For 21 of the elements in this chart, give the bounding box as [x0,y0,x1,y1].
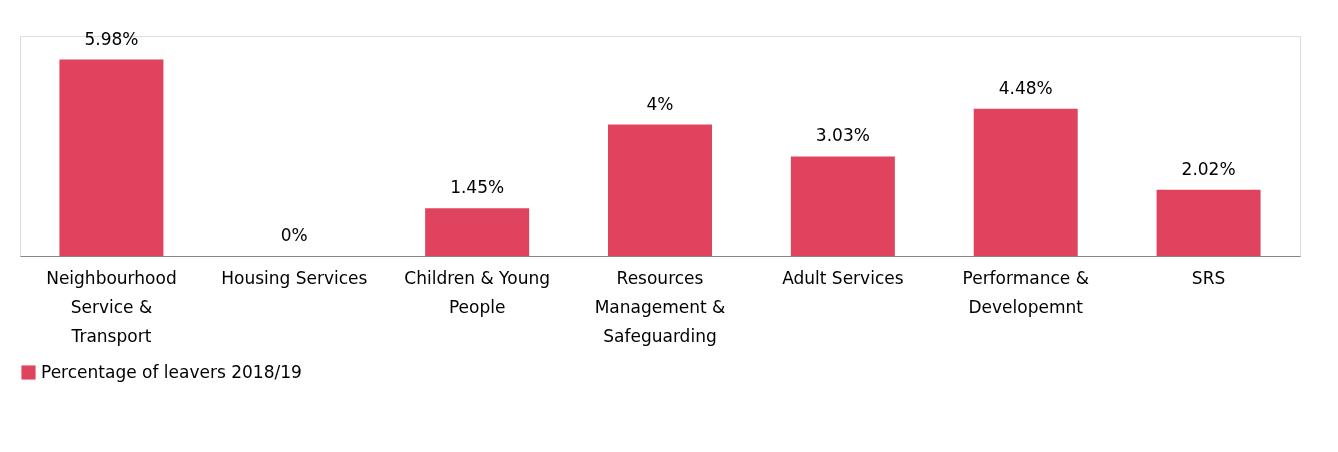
x-tick-label: SRS [1191,267,1226,288]
data-label: 4.48% [998,77,1053,98]
data-label: 5.98% [84,28,139,49]
bar [59,59,164,256]
x-tick-label: Housing Services [221,267,368,288]
bar [608,124,712,256]
bar [973,108,1078,256]
x-tick-label: Neighbourhood Service & Transport [46,267,177,346]
x-tick-label: Children & Young People [404,267,550,317]
legend-label: Percentage of leavers 2018/19 [41,361,302,382]
data-label: 1.45% [450,177,505,198]
data-label: 2.02% [1181,158,1236,179]
x-tick-label: Adult Services [782,267,904,288]
bar [790,156,895,256]
bar [1156,189,1261,256]
bar [425,208,530,256]
data-label: 4% [646,93,674,114]
x-tick-label: Performance & Developemnt [962,267,1089,317]
x-tick-label: Resources Management & Safeguarding [594,267,726,346]
data-label: 3.03% [815,125,870,146]
data-label: 0% [280,225,308,245]
